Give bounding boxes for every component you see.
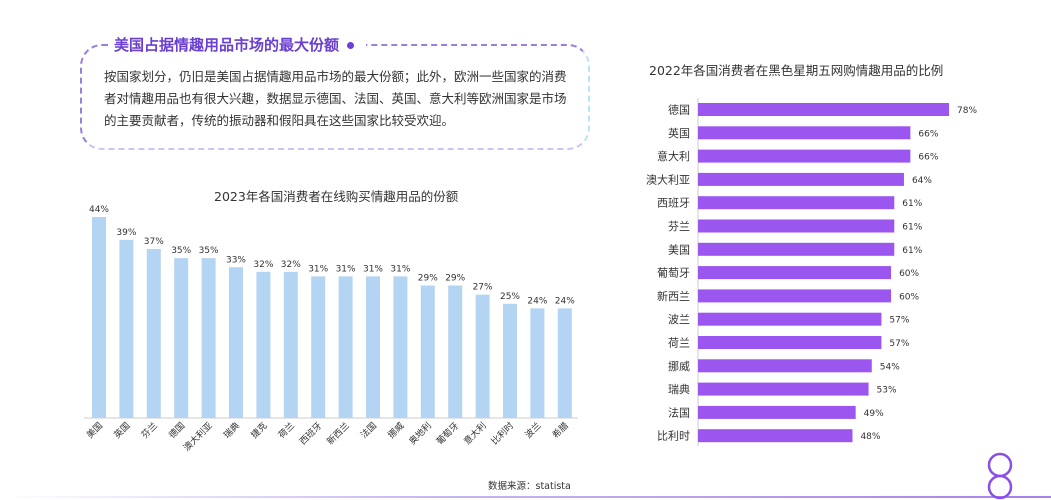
bar [698,405,856,419]
data-label: 27% [473,283,493,293]
data-label: 24% [527,296,547,306]
bar [698,103,949,116]
tick-label: 挪威 [668,359,690,373]
left-chart-title: 2023年各国消费者在线购买情趣用品的份额 [214,189,459,204]
tick-label: 法国 [668,405,690,419]
data-label: 64% [912,176,932,186]
bar [366,276,380,418]
info-title-text: 美国占据情趣用品市场的最大份额 [114,36,340,54]
data-label: 61% [902,246,922,256]
bar [393,276,408,418]
bar [698,242,895,256]
infinity-eight-icon [987,452,1013,500]
tick-label: 意大利 [657,149,690,163]
bottom-divider [0,496,1051,498]
bar [503,303,517,418]
data-label: 54% [880,362,900,372]
tick-label: 德国 [668,103,690,117]
data-label: 35% [171,246,191,256]
bar [698,219,895,233]
bar [119,239,134,418]
tick-label: 英国 [668,126,690,140]
bar [698,336,882,349]
data-label: 37% [144,237,164,247]
bar [698,172,904,186]
info-title: 美国占据情趣用品市场的最大份额 [108,36,367,54]
data-label: 57% [889,316,909,326]
tick-label: 瑞典 [668,382,690,396]
data-label: 32% [281,260,301,270]
tick-label: 荷兰 [668,337,690,350]
data-label: 39% [116,228,136,238]
tick-label: 芬兰 [668,220,690,233]
data-label: 66% [918,153,938,163]
bar [174,258,189,418]
bar [283,271,298,418]
data-label: 29% [418,274,438,284]
bar [146,248,161,418]
title-dot-icon [347,42,355,49]
bar [92,217,106,418]
data-label: 61% [902,223,922,233]
data-label: 32% [253,260,273,270]
tick-label: 波兰 [668,313,690,326]
bar [698,429,853,443]
data-label: 29% [445,274,465,284]
data-label: 25% [500,292,520,302]
data-label: 57% [889,339,909,349]
data-label: 31% [390,264,410,274]
bar [475,294,490,418]
bar [311,276,326,418]
bar [698,266,892,280]
data-label: 61% [902,199,922,209]
info-text: 按国家划分，仍旧是美国占据情趣用品市场的最大份额；此外，欧洲一些国家的消费者对情… [104,69,567,128]
bar [698,196,895,210]
data-label: 31% [336,264,356,274]
data-label: 33% [226,255,246,265]
bar [530,308,545,418]
tick-label: 美国 [668,243,690,256]
bar [698,149,911,163]
data-label: 66% [918,129,938,139]
data-label: 35% [199,246,219,256]
tick-label: 新西兰 [657,289,690,303]
bar [698,289,892,303]
data-label: 53% [877,386,897,396]
bar [698,359,872,373]
bar [698,312,882,326]
bar [557,308,572,418]
data-label: 44% [89,205,109,215]
data-label: 24% [555,296,575,306]
data-label: 48% [860,432,880,442]
right-chart-title: 2022年各国消费者在黑色星期五网购情趣用品的比例 [649,63,944,78]
data-label: 78% [957,106,977,116]
tick-label: 澳大利亚 [646,172,690,186]
bar [338,276,353,418]
data-label: 31% [363,264,383,274]
tick-label: 葡萄牙 [657,267,690,280]
data-label: 60% [899,269,919,279]
bar [698,126,911,140]
tick-label: 西班牙 [657,197,690,210]
source-note: 数据来源：statista [488,481,571,492]
bar [448,285,463,418]
data-label: 31% [308,264,328,274]
bar [256,271,271,418]
bar [420,285,435,418]
data-label: 60% [899,292,919,302]
tick-label: 比利时 [657,430,690,443]
data-label: 49% [864,409,884,419]
bar [698,382,869,396]
bar [201,258,216,418]
bar [229,267,243,418]
